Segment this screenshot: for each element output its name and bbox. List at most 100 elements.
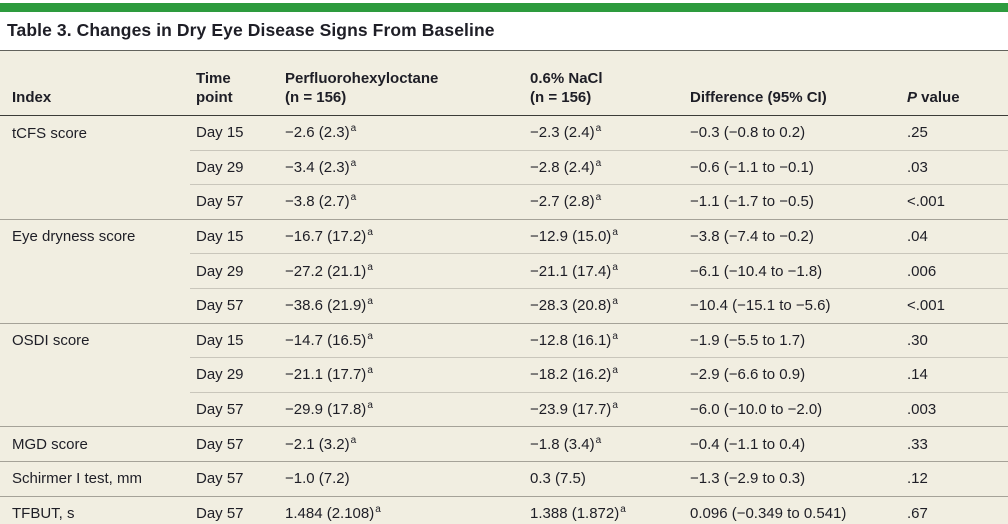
cell-nacl: −12.9 (15.0)a — [528, 218, 688, 254]
cell-time-point: Day 57 — [190, 495, 283, 524]
footnote-marker: a — [367, 227, 373, 239]
cell-time-point: Day 15 — [196, 124, 244, 142]
cell-difference: −1.1 (−1.7 to −0.5) — [688, 184, 905, 220]
cell-index: Eye dryness score — [0, 218, 190, 254]
cell-nacl: −2.3 (2.4)a — [530, 123, 602, 142]
table-row: Day 29 −3.4 (2.3)a −2.8 (2.4)a −0.6 (−1.1 t… — [0, 149, 1008, 185]
column-header-time-point: Time point — [190, 51, 283, 116]
cell-index — [0, 288, 190, 323]
column-header-index: Index — [0, 51, 190, 116]
cell-p-value: <.001 — [905, 184, 1008, 220]
cell-perfluorohexyloctane: −2.1 (3.2)a — [283, 426, 528, 462]
column-header-nacl: 0.6% NaCl (n = 156) — [528, 51, 688, 116]
cell-difference: −10.4 (−15.1 to −5.6) — [688, 287, 905, 324]
cell-index: Schirmer I test, mm — [0, 460, 190, 497]
table-row: Day 29 −27.2 (21.1)a −21.1 (17.4)a −6.1 (−1… — [0, 253, 1008, 289]
cell-nacl: −21.1 (17.4)a — [528, 253, 688, 289]
column-header-p-value: P value — [905, 51, 1008, 116]
cell-perfluorohexyloctane: −21.1 (17.7)a — [283, 357, 528, 393]
footnote-marker: a — [612, 227, 618, 239]
cell-index: OSDI score — [0, 322, 190, 358]
header-row: Index Time point Perfluorohexyloctane (n… — [0, 51, 1008, 116]
cell-index: tCFS score — [12, 124, 88, 142]
cell-time-point: Day 57 — [190, 391, 283, 427]
cell-time-point: Day 29 — [190, 149, 283, 185]
cell-perfluorohexyloctane: −14.7 (16.5)a — [283, 322, 528, 358]
cell-perfluorohexyloctane: −2.6 (2.3)a — [285, 123, 357, 142]
cell-index — [0, 150, 190, 185]
cell-time-point: Day 57 — [190, 184, 283, 220]
cell-time-point: Day 57 — [190, 287, 283, 324]
footnote-marker: a — [595, 434, 602, 446]
cell-nacl: −1.8 (3.4)a — [528, 426, 688, 462]
cell-nacl: −2.7 (2.8)a — [528, 184, 688, 220]
footnote-marker: a — [595, 123, 602, 135]
table-row: Day 29 −21.1 (17.7)a −18.2 (16.2)a −2.9 (−6… — [0, 357, 1008, 393]
cell-index — [0, 185, 190, 220]
cell-perfluorohexyloctane: −3.4 (2.3)a — [283, 149, 528, 185]
cell-time-point: Day 29 — [190, 357, 283, 393]
cell-p-value: .006 — [905, 253, 1008, 289]
footnote-marker: a — [350, 157, 357, 169]
cell-difference: −1.9 (−5.5 to 1.7) — [688, 322, 905, 358]
cell-difference: −0.6 (−1.1 to −0.1) — [688, 149, 905, 185]
footnote-marker: a — [367, 365, 373, 377]
table-row: Eye dryness score Day 15 −16.7 (17.2)a −12.… — [0, 218, 1008, 254]
table-row: Schirmer I test, mm Day 57 −1.0 (7.2) 0.3 (… — [0, 460, 1008, 497]
table-row: tCFS score Day 15 −2.6 (2.3)a −2.3 (2.4)a −0… — [0, 116, 1008, 151]
cell-time-point: Day 57 — [190, 460, 283, 497]
paper-table-page: Table 3. Changes in Dry Eye Disease Sign… — [0, 3, 1008, 524]
footnote-marker: a — [367, 330, 373, 342]
cell-p-value: .30 — [905, 322, 1008, 358]
cell-perfluorohexyloctane: −1.0 (7.2) — [283, 460, 528, 497]
footnote-marker: a — [350, 123, 357, 135]
cell-nacl: 1.388 (1.872)a — [528, 495, 688, 524]
cell-time-point: Day 57 — [190, 426, 283, 462]
cell-time-point: Day 29 — [190, 253, 283, 289]
cell-perfluorohexyloctane: −27.2 (21.1)a — [283, 253, 528, 289]
footnote-marker: a — [367, 400, 373, 412]
cell-perfluorohexyloctane: −38.6 (21.9)a — [283, 287, 528, 324]
footnote-marker: a — [350, 192, 357, 204]
cell-nacl: 0.3 (7.5) — [528, 460, 688, 497]
footnote-marker: a — [612, 400, 618, 412]
cell-index — [0, 392, 190, 427]
table-row: Day 57 −3.8 (2.7)a −2.7 (2.8)a −1.1 (−1.7 t… — [0, 184, 1008, 220]
footnote-marker: a — [612, 365, 618, 377]
accent-bar — [0, 3, 1008, 12]
dry-eye-signs-table: Index Time point Perfluorohexyloctane (n… — [0, 51, 1008, 524]
cell-p-value: .33 — [905, 426, 1008, 462]
cell-p-value: .04 — [905, 218, 1008, 254]
footnote-marker: a — [612, 296, 618, 308]
cell-p-value: <.001 — [905, 287, 1008, 324]
cell-index: MGD score — [0, 426, 190, 462]
table-row: Day 57 −38.6 (21.9)a −28.3 (20.8)a −10.4 (−… — [0, 287, 1008, 324]
cell-perfluorohexyloctane: 1.484 (2.108)a — [283, 495, 528, 524]
cell-index — [0, 358, 190, 393]
cell-nacl: −18.2 (16.2)a — [528, 357, 688, 393]
table-body: tCFS score Day 15 −2.6 (2.3)a −2.3 (2.4)a −0… — [0, 116, 1008, 524]
cell-difference: −3.8 (−7.4 to −0.2) — [688, 218, 905, 254]
table-row: TFBUT, s Day 57 1.484 (2.108)a 1.388 (1.872… — [0, 495, 1008, 524]
cell-difference: −6.1 (−10.4 to −1.8) — [688, 253, 905, 289]
cell-perfluorohexyloctane: −3.8 (2.7)a — [283, 184, 528, 220]
column-header-difference: Difference (95% CI) — [688, 51, 905, 116]
cell-difference: −0.4 (−1.1 to 0.4) — [688, 426, 905, 462]
table-row: MGD score Day 57 −2.1 (3.2)a −1.8 (3.4)a −0.… — [0, 426, 1008, 462]
table-row: OSDI score Day 15 −14.7 (16.5)a −12.8 (16.1… — [0, 322, 1008, 358]
cell-difference: −2.9 (−6.6 to 0.9) — [688, 357, 905, 393]
cell-time-point: Day 15 — [190, 322, 283, 358]
cell-nacl: −2.8 (2.4)a — [528, 149, 688, 185]
cell-nacl: −12.8 (16.1)a — [528, 322, 688, 358]
cell-nacl: −28.3 (20.8)a — [528, 287, 688, 324]
cell-perfluorohexyloctane: −16.7 (17.2)a — [283, 218, 528, 254]
cell-index: TFBUT, s — [0, 495, 190, 524]
cell-difference: −6.0 (−10.0 to −2.0) — [688, 391, 905, 427]
footnote-marker: a — [350, 434, 357, 446]
cell-perfluorohexyloctane: −29.9 (17.8)a — [283, 391, 528, 427]
table-row: Day 57 −29.9 (17.8)a −23.9 (17.7)a −6.0 (−1… — [0, 391, 1008, 427]
cell-p-value: .67 — [905, 495, 1008, 524]
cell-nacl: −23.9 (17.7)a — [528, 391, 688, 427]
footnote-marker: a — [612, 330, 618, 342]
footnote-marker: a — [620, 503, 626, 515]
